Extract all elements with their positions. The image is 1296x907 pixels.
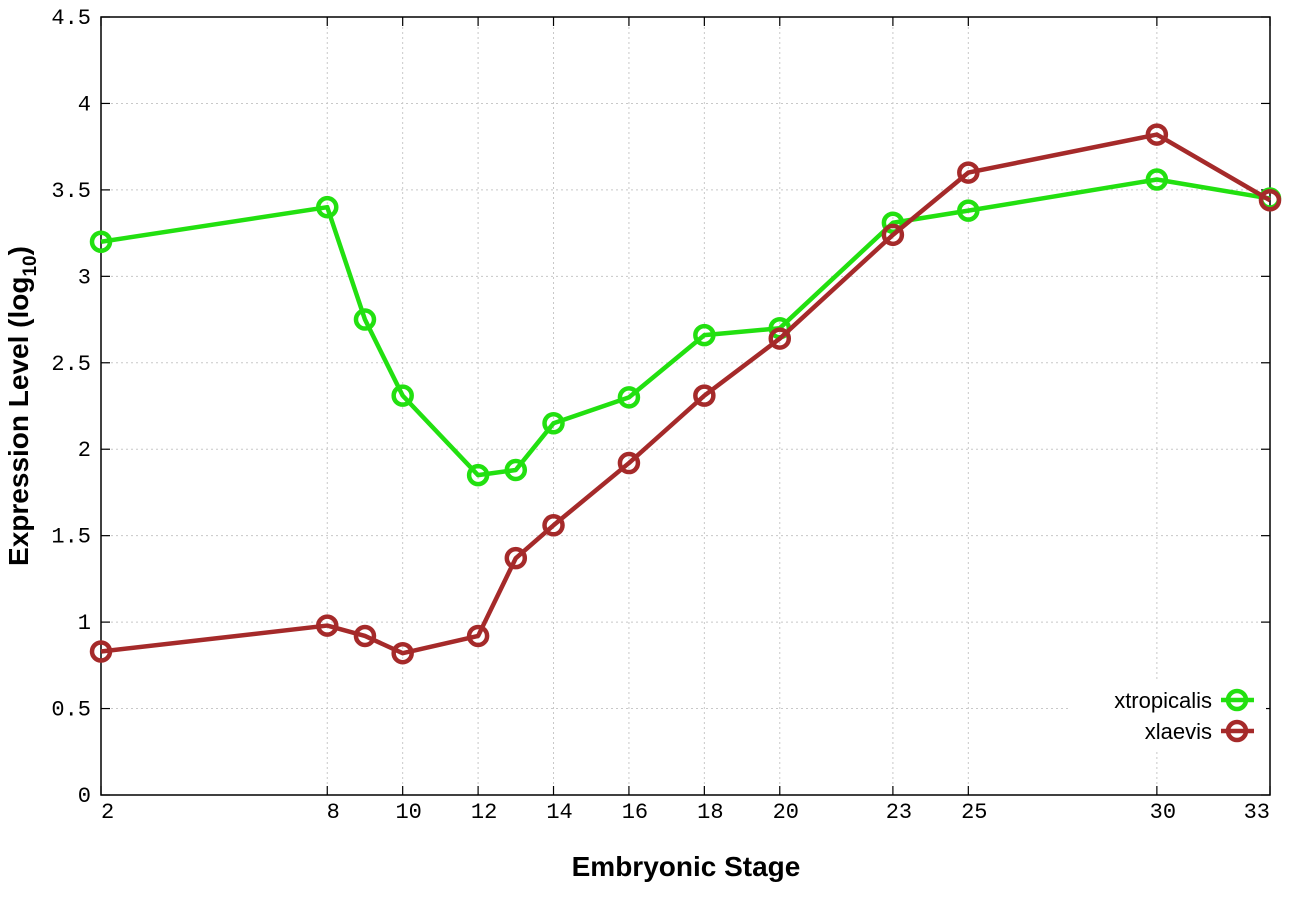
legend-swatch-marker-xtropicalis <box>1225 688 1249 712</box>
data-point-xtropicalis <box>693 323 716 347</box>
y-tick-label: 2 <box>78 438 91 463</box>
x-tick-label: 23 <box>886 800 912 825</box>
data-point-xlaevis <box>693 384 716 407</box>
y-tick-label: 1 <box>78 611 91 636</box>
data-point-xlaevis <box>1145 123 1169 146</box>
data-point-xlaevis <box>504 546 528 570</box>
data-point-xtropicalis <box>504 458 528 482</box>
x-tick-label: 2 <box>101 800 114 825</box>
y-tick-label: 2.5 <box>51 352 91 377</box>
data-point-xtropicalis <box>957 199 980 222</box>
legend-label-xtropicalis: xtropicalis <box>1114 688 1212 713</box>
series-layer <box>89 123 1282 665</box>
data-point-xlaevis <box>316 614 339 637</box>
data-point-xlaevis <box>542 514 565 537</box>
x-tick-label: 25 <box>961 800 987 825</box>
legend-swatch-marker-xlaevis <box>1225 719 1249 743</box>
y-axis-title: Expression Level (log10) <box>3 246 41 566</box>
series-line-xtropicalis <box>100 177 1271 478</box>
data-point-xtropicalis <box>1145 168 1169 191</box>
y-tick-label: 0 <box>78 784 91 809</box>
y-axis-title-subscript: 10 <box>20 255 41 276</box>
x-tick-label: 20 <box>773 800 799 825</box>
y-tick-label: 3.5 <box>51 179 91 204</box>
data-point-xtropicalis <box>542 412 565 435</box>
data-point-xlaevis <box>617 451 641 475</box>
x-tick-label: 10 <box>395 800 421 825</box>
y-axis-title-close: ) <box>3 246 34 255</box>
data-point-xtropicalis <box>353 308 377 331</box>
y-tick-label: 4 <box>78 92 91 117</box>
plot-frame <box>100 16 1271 796</box>
data-point-xlaevis <box>1258 189 1282 212</box>
legend-label-xlaevis: xlaevis <box>1145 719 1212 744</box>
data-point-xtropicalis <box>316 195 339 219</box>
data-point-xlaevis <box>89 640 113 663</box>
data-point-xlaevis <box>957 161 980 184</box>
tick-layer: 0 0.5 1 1.5 2 2.5 3 3.5 4 4.5 2 8 10 12 14 16 18 20 23 25 30… <box>51 6 1271 825</box>
x-axis-title: Embryonic Stage <box>572 851 801 882</box>
x-tick-label: 30 <box>1150 800 1176 825</box>
x-tick-label: 33 <box>1244 800 1270 825</box>
x-tick-label: 18 <box>697 800 723 825</box>
y-tick-label: 0.5 <box>51 698 91 723</box>
data-point-xlaevis <box>391 641 414 665</box>
series-line-xlaevis <box>100 132 1272 656</box>
y-tick-label: 1.5 <box>51 525 91 550</box>
data-point-xtropicalis <box>617 386 641 409</box>
x-tick-label: 12 <box>471 800 497 825</box>
data-point-xtropicalis <box>391 384 414 407</box>
legend: xtropicalis xlaevis <box>1070 682 1266 750</box>
data-point-xlaevis <box>768 327 792 350</box>
grid-layer <box>101 17 1270 795</box>
data-point-xlaevis <box>881 223 905 247</box>
data-point-xlaevis <box>466 624 490 648</box>
x-tick-label: 8 <box>327 800 340 825</box>
data-point-xtropicalis <box>466 463 490 487</box>
data-point-xtropicalis <box>881 211 905 234</box>
x-tick-label: 14 <box>546 800 572 825</box>
y-tick-label: 3 <box>78 265 91 290</box>
x-tick-label: 16 <box>622 800 648 825</box>
data-point-xlaevis <box>353 624 377 648</box>
y-tick-label: 4.5 <box>51 6 91 31</box>
y-axis-title-main: Expression Level (log <box>3 277 34 566</box>
data-point-xtropicalis <box>89 230 113 254</box>
